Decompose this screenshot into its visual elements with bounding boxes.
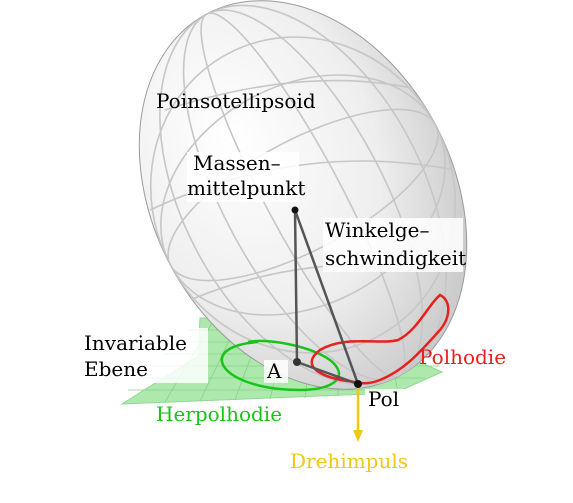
herpolhodie-label: Herpolhodie [156, 402, 282, 426]
angular-velocity-label-line2: schwindigkeit [325, 246, 466, 270]
polhodie-curve [310, 293, 450, 385]
center-of-mass-point [291, 206, 299, 214]
pol-label: Pol [368, 387, 399, 411]
center-of-mass-label-line2: mittelpunkt [187, 176, 305, 200]
drehimpuls-label: Drehimpuls [290, 449, 408, 473]
polhodie-label: Polhodie [419, 345, 506, 369]
herpolhodie-curve [220, 339, 341, 392]
invariable-plane-label-line2: Ebene [84, 357, 148, 381]
point-a-label: A [266, 359, 282, 383]
drehimpuls-arrow [353, 386, 363, 442]
point-a-marker [293, 358, 301, 366]
angular-velocity-label-line1: Winkelge– [325, 218, 429, 242]
pol-point [354, 380, 362, 388]
axis-lines [293, 209, 360, 386]
ellipsoid-label: Poinsotellipsoid [156, 89, 316, 113]
center-of-mass-label-line1: Massen– [193, 151, 281, 175]
poinsot-ellipsoid [138, 0, 468, 390]
a-to-pol-line [296, 360, 359, 386]
omega-vector-line [293, 209, 360, 385]
center-to-a-line [293, 209, 299, 363]
invariable-plane-label-line1: Invariable [84, 331, 187, 355]
